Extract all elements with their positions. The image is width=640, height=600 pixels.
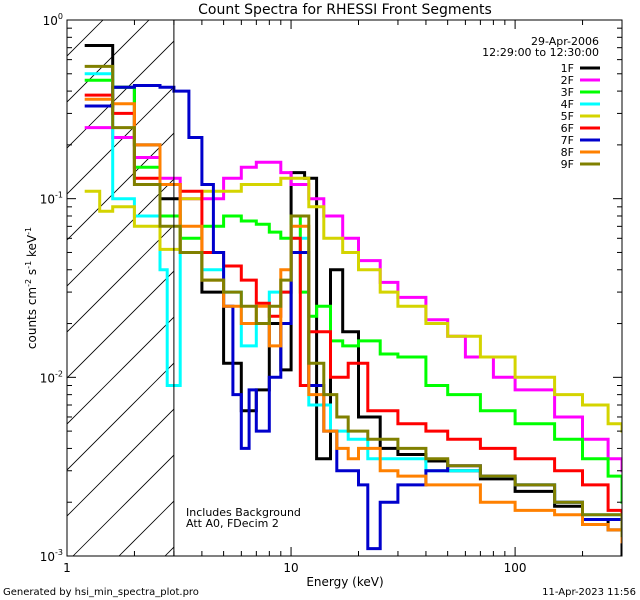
date-label: 29-Apr-2006: [531, 35, 599, 48]
hatch-line: [67, 178, 174, 287]
y-tick-label: 10-2: [40, 369, 63, 385]
x-tick-label: 100: [504, 561, 527, 575]
hatch-line: [67, 20, 104, 57]
y-axis: 100 10-1 10-2 10-3: [40, 12, 622, 564]
legend-label-6f: 6F: [561, 122, 574, 135]
hatch-line: [303, 0, 640, 556]
y-tick-label: 10-1: [40, 191, 63, 207]
hatch-line: [67, 20, 150, 103]
series-line-4f: [84, 72, 622, 538]
time-range-label: 12:29:00 to 12:30:00: [482, 46, 599, 59]
hatch-line: [67, 362, 174, 471]
legend-label-5f: 5F: [561, 110, 574, 123]
y-tick-label: 10-3: [40, 548, 63, 564]
footer-timestamp: 11-Apr-2023 11:56: [542, 587, 636, 598]
series-line-9f: [84, 64, 622, 538]
series-layer: [84, 44, 622, 556]
legend-label-8f: 8F: [561, 146, 574, 159]
legend-label-9f: 9F: [561, 158, 574, 171]
hatch-line: [67, 316, 174, 425]
x-axis-label: Energy (keV): [306, 575, 383, 589]
hatch-line: [67, 132, 174, 241]
chart-title: Count Spectra for RHESSI Front Segments: [198, 2, 492, 18]
hatch-line: [72, 454, 174, 556]
footer-generated-by: Generated by hsi_min_spectra_plot.pro: [3, 587, 199, 598]
series-line-8f: [84, 97, 622, 544]
legend-label-1f: 1F: [561, 62, 574, 75]
y-label-kev: keV: [25, 234, 39, 261]
y-label-exp3: -1: [24, 227, 33, 235]
hatch-line: [67, 408, 174, 517]
hatch-line: [67, 40, 174, 149]
y-label-main: counts cm: [25, 287, 39, 349]
hatched-region: [67, 0, 640, 556]
x-tick-label: 1: [63, 561, 71, 575]
legend-label-2f: 2F: [561, 74, 574, 87]
plot-frame: [66, 19, 623, 557]
hatch-line: [67, 224, 174, 333]
hatch-line: [441, 0, 640, 556]
legend-label-4f: 4F: [561, 98, 574, 111]
attenuator-note: Att A0, FDecim 2: [186, 517, 279, 530]
hatch-line: [67, 86, 174, 195]
legend-label-7f: 7F: [561, 134, 574, 147]
y-axis-label: counts cm-2 s-1 keV-1: [24, 227, 39, 349]
y-tick-label: 100: [43, 12, 63, 28]
hatch-line: [395, 0, 640, 556]
hatch-line: [67, 270, 174, 379]
x-axis: 1 10 100: [63, 20, 623, 575]
y-label-exp2: -1: [24, 261, 33, 269]
background-note: Includes Background: [186, 506, 301, 519]
x-tick-label: 10: [283, 561, 298, 575]
hatch-line: [533, 0, 640, 556]
y-label-s: s: [25, 269, 39, 279]
hatch-line: [349, 0, 640, 556]
series-line-5f: [84, 176, 622, 433]
y-label-exp1: -2: [24, 279, 33, 287]
legend-label-3f: 3F: [561, 86, 574, 99]
